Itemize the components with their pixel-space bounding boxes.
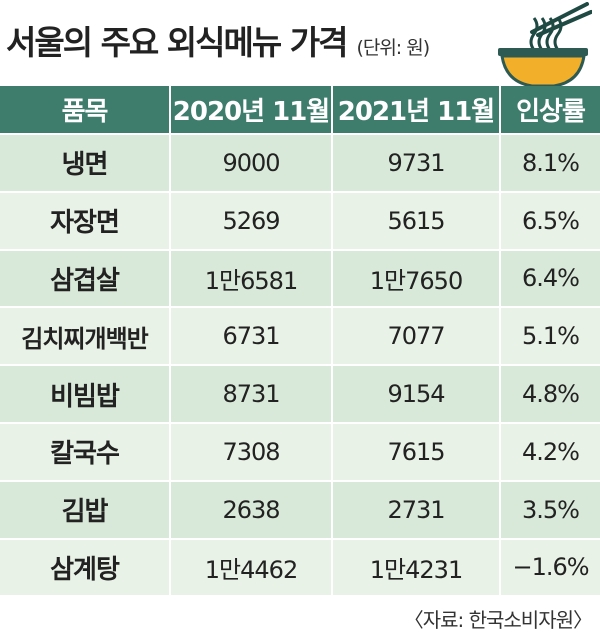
- price-2020: 1만4462: [169, 537, 332, 596]
- column-header-item: 품목: [0, 86, 170, 134]
- unit-label: (단위: 원): [356, 37, 430, 59]
- price-2021: 7615: [331, 421, 500, 481]
- item-name: 김치찌개백반: [0, 306, 170, 366]
- item-name: 냉면: [0, 133, 170, 192]
- item-name: 김밥: [0, 479, 170, 539]
- table-row: 삼겹살 1만6581 1만7650 6.4%: [0, 248, 600, 308]
- price-2020: 5269: [169, 190, 332, 250]
- increase-rate: 3.5%: [499, 479, 600, 539]
- table-row: 김치찌개백반 6731 7077 5.1%: [0, 306, 600, 366]
- column-header-2021: 2021년 11월: [331, 86, 500, 134]
- table-row: 김밥 2638 2731 3.5%: [0, 479, 600, 539]
- price-2021: 1만4231: [331, 537, 500, 596]
- increase-rate: 5.1%: [499, 306, 600, 366]
- item-name: 비빔밥: [0, 364, 170, 423]
- price-2020: 1만6581: [169, 248, 332, 308]
- price-2021: 9731: [331, 133, 500, 192]
- price-2021: 9154: [331, 364, 500, 423]
- item-name: 자장면: [0, 190, 170, 250]
- table-row: 삼계탕 1만4462 1만4231 −1.6%: [0, 537, 600, 596]
- price-2020: 8731: [169, 364, 332, 423]
- table-row: 냉면 9000 9731 8.1%: [0, 133, 600, 192]
- increase-rate: 8.1%: [499, 133, 600, 192]
- column-header-2020: 2020년 11월: [169, 86, 332, 134]
- price-2021: 2731: [331, 479, 500, 539]
- source-note: 〈자료: 한국소비자원〉: [403, 608, 593, 632]
- item-name: 칼국수: [0, 421, 170, 481]
- price-2020: 9000: [169, 133, 332, 192]
- increase-rate: 4.2%: [499, 421, 600, 481]
- increase-rate: 6.5%: [499, 190, 600, 250]
- price-2021: 7077: [331, 306, 500, 366]
- column-header-rate: 인상률: [499, 86, 600, 134]
- price-2021: 1만7650: [331, 248, 500, 308]
- increase-rate: 6.4%: [499, 248, 600, 308]
- table-row: 칼국수 7308 7615 4.2%: [0, 421, 600, 481]
- price-table: 품목 2020년 11월 2021년 11월 인상률 냉면 9000 9731 …: [0, 86, 600, 596]
- item-name: 삼계탕: [0, 537, 170, 596]
- table-header-row: 품목 2020년 11월 2021년 11월 인상률: [0, 86, 600, 134]
- increase-rate: −1.6%: [499, 537, 600, 596]
- chart-title: 서울의 주요 외식메뉴 가격: [6, 23, 348, 62]
- noodle-bowl-icon: [498, 2, 592, 88]
- table-row: 비빔밥 8731 9154 4.8%: [0, 364, 600, 423]
- increase-rate: 4.8%: [499, 364, 600, 423]
- price-2020: 7308: [169, 421, 332, 481]
- table-row: 자장면 5269 5615 6.5%: [0, 190, 600, 250]
- item-name: 삼겹살: [0, 248, 170, 308]
- price-2021: 5615: [331, 190, 500, 250]
- price-2020: 6731: [169, 306, 332, 366]
- title-area: 서울의 주요 외식메뉴 가격 (단위: 원): [6, 16, 430, 64]
- price-2020: 2638: [169, 479, 332, 539]
